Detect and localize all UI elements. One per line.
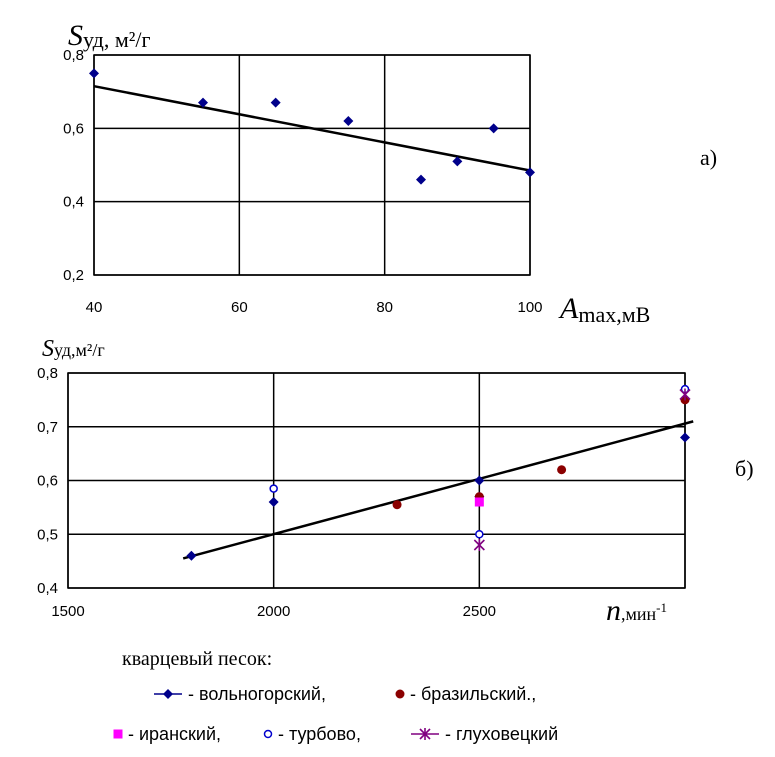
legend-label: - вольногорский, [188,684,326,704]
x-tick-label: 1500 [51,603,84,620]
x-tick-label: 2000 [257,603,290,620]
legend-marker [163,689,173,699]
data-point [680,432,690,443]
legend-label: - турбово, [278,724,361,744]
x-tick-label: 60 [231,299,248,316]
data-point [475,530,484,539]
panel-a-label: а) [700,145,717,170]
legend-title: кварцевый песок: [122,648,272,670]
panel-b-data-points [186,384,691,561]
data-point [269,484,278,493]
x-tick-label: 2500 [463,603,496,620]
data-point [198,97,208,108]
data-point [474,475,485,486]
legend-item: - вольногорский, [154,684,326,704]
y-tick-label: 0,2 [63,267,84,284]
data-point [679,388,691,401]
legend-item: - глуховецкий [411,724,558,744]
x-tick-label: 100 [517,299,542,316]
legend-label: - иранский, [128,724,221,744]
y-tick-label: 0,6 [37,473,58,490]
y-tick-label: 0,8 [63,47,84,64]
data-point [488,123,499,134]
plot-frame [93,54,531,276]
y-tick-label: 0,6 [63,120,84,137]
data-point [89,68,99,79]
legend-label: - глуховецкий [445,724,558,744]
y-tick-label: 0,4 [63,194,84,211]
data-point [343,116,354,126]
legend-marker [419,728,431,740]
panel-b-label: б) [735,456,754,481]
panel-b-tick-labels: 1500 2000 2500 0,4 0,5 0,6 0,7 0,8 [37,365,496,620]
x-tick-label: 40 [86,299,103,316]
y-tick-label: 0,4 [37,580,58,597]
legend: кварцевый песок: - вольногорский, - брази… [113,648,558,744]
panel-b-x-axis-label: n,мин-1 [606,594,667,627]
legend-marker [395,689,405,699]
legend-item: - турбово, [263,724,361,744]
data-point [270,97,281,108]
panel-b-trendline [182,420,694,560]
data-point [557,465,567,475]
panel-b-y-axis-label: Sуд,м²/г [42,336,105,362]
legend-marker [113,729,123,739]
panel-b-grid [67,372,686,589]
data-point [473,539,485,551]
legend-item: - иранский, [113,724,221,744]
y-tick-label: 0,7 [37,419,58,436]
panel-a-y-axis-label: Sуд, м²/г [68,19,150,52]
data-point [474,497,484,507]
legend-item: - бразильский., [395,684,536,704]
data-point [525,167,535,178]
y-tick-label: 0,8 [37,365,58,382]
data-point [186,550,197,561]
data-point [416,174,426,185]
data-point [452,156,463,167]
panel-a-data-points [89,68,535,185]
panel-a-grid [93,54,531,276]
panel-a-tick-labels: 40 60 80 100 0,2 0,4 0,6 0,8 [63,47,542,316]
legend-label: - бразильский., [410,684,536,704]
data-point [268,497,279,507]
data-point [392,500,402,510]
panel-b: 1500 2000 2500 0,4 0,5 0,6 0,7 0,8 Sуд,м²/г n,м… [37,336,753,627]
panel-a-x-axis-label: Amax,мВ [558,292,650,327]
y-tick-label: 0,5 [37,526,58,543]
x-tick-label: 80 [376,299,393,316]
legend-marker [263,729,273,739]
legend-items: - вольногорский, - бразильский., - ирански… [113,684,558,744]
